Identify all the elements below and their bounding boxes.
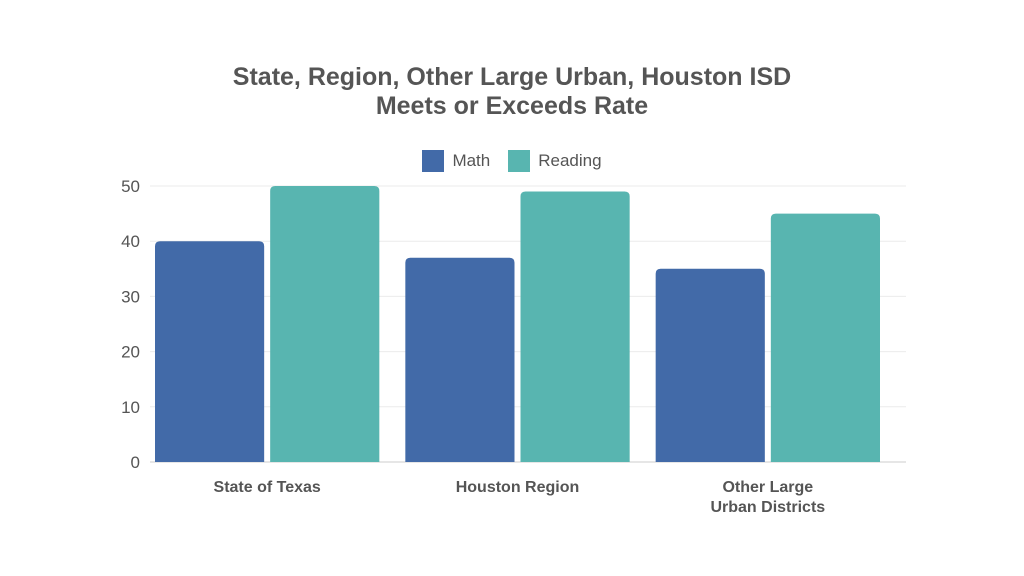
y-tick-label: 0	[131, 453, 140, 472]
bar-reading-1	[520, 191, 630, 462]
chart-title-line-1: State, Region, Other Large Urban, Housto…	[232, 63, 792, 91]
x-category-label: Houston Region	[456, 479, 580, 496]
y-tick-label: 20	[121, 343, 140, 362]
y-tick-label: 10	[121, 398, 140, 417]
bar-reading-0	[270, 186, 380, 462]
y-tick-label: 30	[121, 287, 140, 306]
legend-swatch-reading	[508, 150, 531, 172]
x-category-label: State of Texas	[214, 479, 321, 496]
bar-math-0	[155, 241, 265, 462]
legend: Math Reading	[0, 150, 1024, 172]
legend-swatch-math	[422, 150, 445, 172]
bar-reading-2	[770, 213, 880, 462]
bar-math-1	[405, 257, 515, 462]
legend-label-reading: Reading	[538, 151, 602, 170]
chart-title-line-2: Meets or Exceeds Rate	[375, 92, 649, 120]
x-category-label: Urban Districts	[710, 499, 825, 516]
y-tick-label: 50	[121, 177, 140, 196]
legend-item-math: Math	[422, 150, 490, 172]
legend-item-reading: Reading	[508, 150, 602, 172]
x-category-label: Other Large	[722, 479, 813, 496]
bar-math-2	[655, 268, 765, 462]
legend-label-math: Math	[452, 151, 491, 170]
y-tick-label: 40	[121, 232, 140, 251]
